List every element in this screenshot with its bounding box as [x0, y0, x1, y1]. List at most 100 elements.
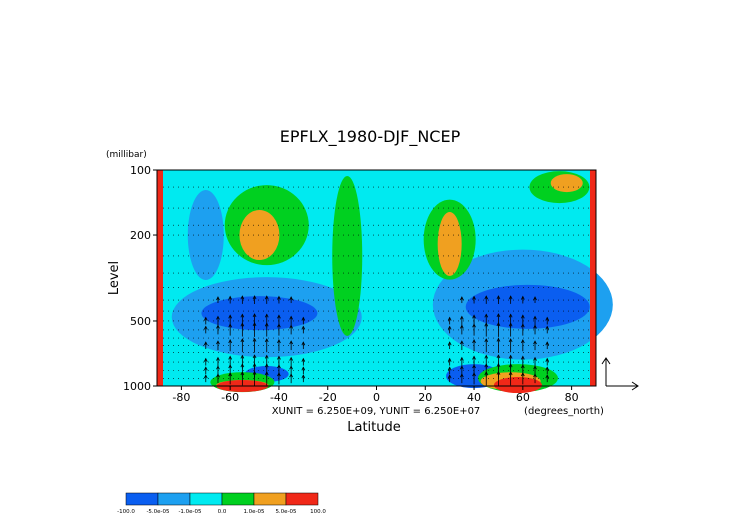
flux-arrow-head: [447, 341, 452, 346]
flux-arrow-head: [447, 357, 452, 362]
region-mid-blue: [187, 190, 224, 281]
flux-arrow-head: [252, 370, 257, 375]
flux-arrow-head: [240, 295, 245, 300]
legend-swatch: [189, 492, 223, 506]
flux-arrow-head: [447, 366, 452, 371]
flux-arrow-head: [301, 316, 306, 321]
legend-label: -1.0e-05: [178, 509, 202, 515]
contour-field: [157, 170, 613, 394]
flux-arrow-head: [496, 354, 501, 359]
region-dark-blue: [201, 296, 318, 331]
flux-arrow-head: [264, 322, 269, 327]
flux-arrow-head: [533, 356, 537, 361]
flux-arrow-head: [301, 374, 306, 379]
flux-arrow-head: [520, 364, 525, 369]
flux-arrow-head: [301, 366, 306, 371]
flux-arrow-head: [460, 315, 464, 320]
legend-swatch: [157, 492, 191, 506]
flux-arrow-head: [496, 295, 501, 300]
flux-arrow-head: [203, 357, 208, 362]
y-axis-label: Level: [107, 261, 122, 295]
y-unit-label: (millibar): [106, 150, 147, 160]
flux-arrow-head: [289, 373, 293, 378]
region-green: [332, 175, 363, 336]
x-tick-label: -80: [172, 391, 190, 404]
flux-arrow-head: [533, 315, 537, 320]
legend-swatch: [285, 492, 319, 506]
flux-arrow-head: [216, 365, 220, 370]
x-tick-label: 40: [467, 391, 481, 404]
flux-arrow-head: [228, 295, 233, 300]
flux-arrow-head: [460, 356, 464, 361]
flux-arrow-head: [460, 373, 464, 378]
flux-arrow-head: [508, 313, 513, 318]
flux-arrow-head: [277, 323, 281, 328]
flux-arrow-head: [496, 322, 501, 327]
flux-arrow-head: [289, 296, 293, 301]
flux-arrow-head: [289, 324, 293, 329]
flux-arrow-head: [508, 354, 513, 359]
flux-arrow-head: [496, 313, 501, 318]
flux-arrow-head: [203, 325, 208, 330]
flux-arrow-head: [264, 338, 269, 343]
flux-arrow-head: [264, 371, 269, 376]
y-tick-label: 1000: [123, 380, 151, 393]
flux-arrow-head: [508, 338, 513, 343]
flux-arrow-head: [216, 315, 220, 320]
flux-arrow-head: [264, 313, 269, 318]
flux-arrow-head: [228, 364, 233, 369]
flux-arrow-head: [545, 325, 550, 330]
flux-arrow-head: [545, 366, 550, 371]
flux-arrow-head: [496, 337, 501, 342]
region-orange: [437, 211, 462, 276]
x-tick-label: 20: [418, 391, 432, 404]
legend-swatch: [253, 492, 287, 506]
x-tick-label: -40: [270, 391, 288, 404]
flux-arrow-head: [203, 316, 208, 321]
flux-arrow-head: [484, 354, 489, 359]
flux-arrow-head: [484, 338, 489, 343]
flux-arrow-head: [484, 363, 489, 368]
x-tick-label: 0: [373, 391, 380, 404]
flux-arrow-head: [264, 354, 269, 359]
flux-arrow-head: [289, 356, 293, 361]
flux-arrow-head: [277, 364, 281, 369]
flux-arrow-head: [240, 338, 245, 343]
flux-arrow-head: [484, 313, 489, 318]
flux-arrow-head: [289, 315, 293, 320]
flux-arrow-head: [545, 357, 550, 362]
flux-arrow-head: [216, 340, 220, 345]
region-dark-blue: [465, 284, 590, 329]
flux-arrow-head: [301, 325, 306, 330]
flux-arrow-head: [203, 374, 208, 379]
x-tick-label: -60: [221, 391, 239, 404]
legend-label: 100.0: [310, 509, 326, 515]
legend-swatch: [221, 492, 255, 506]
flux-arrow-head: [460, 340, 464, 345]
x-tick-label: -20: [319, 391, 337, 404]
flux-arrow-head: [240, 363, 245, 368]
flux-arrow-head: [447, 316, 452, 321]
flux-arrow-head: [277, 339, 281, 344]
flux-arrow-head: [203, 341, 208, 346]
flux-arrow-head: [277, 355, 281, 360]
flux-arrow-head: [508, 322, 513, 327]
flux-arrow-head: [252, 362, 257, 367]
flux-arrow-head: [240, 313, 245, 318]
flux-arrow-head: [508, 295, 513, 300]
flux-arrow-head: [460, 324, 464, 329]
region-red: [493, 377, 542, 394]
reference-vector: [601, 357, 639, 391]
flux-arrow-head: [533, 340, 537, 345]
x-ticks: -80 -60 -40 -20 0 20 40 60 80: [172, 386, 579, 404]
flux-arrow-head: [252, 337, 257, 342]
flux-arrow-head: [508, 363, 513, 368]
flux-arrow-head: [472, 355, 476, 360]
flux-arrow-head: [460, 296, 464, 301]
region-orange: [239, 210, 280, 261]
flux-arrow-head: [252, 313, 257, 318]
edge-strip-right: [590, 170, 596, 386]
flux-arrow-head: [520, 295, 525, 300]
y-ticks: 100 200 500 1000: [123, 164, 157, 393]
